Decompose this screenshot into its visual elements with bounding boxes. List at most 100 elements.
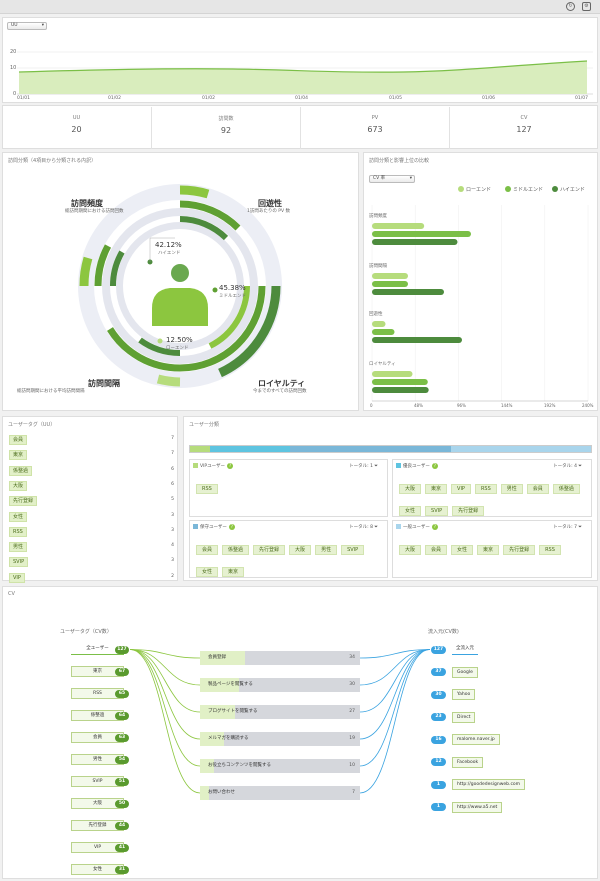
tag-label[interactable]: 東京 — [9, 450, 28, 461]
cv-tag-count: 54 — [115, 755, 129, 764]
tag-row[interactable]: SVIP 3 — [7, 556, 177, 568]
bar-0-0 — [372, 223, 425, 229]
tag-label[interactable]: SVIP — [9, 557, 29, 568]
segment-tag-chip[interactable]: 先行登録 — [253, 545, 286, 555]
cv-source-item[interactable]: malome.naver.jp — [452, 734, 500, 745]
cv-goal-bar[interactable]: 製品ページを閲覧する 30 — [200, 678, 360, 692]
segment-tag-chip[interactable]: 会員 — [425, 545, 448, 555]
metric-selector[interactable]: UU ▾ — [7, 22, 47, 30]
filter-icon[interactable]: ⏷ — [578, 525, 582, 530]
segment-tag-chip[interactable]: 係整過 — [222, 545, 250, 555]
help-icon[interactable]: ? — [431, 524, 438, 530]
goal-label: お問い合わせ — [208, 790, 235, 795]
tag-row[interactable]: 先行登録 5 — [7, 495, 177, 507]
cv-goal-bar[interactable]: ブログサイトを閲覧する 27 — [200, 705, 360, 719]
tag-row[interactable]: 東京 7 — [7, 449, 177, 461]
filter-icon[interactable]: ⏷ — [374, 464, 378, 469]
cv-source-item[interactable]: http://www.a5.net — [452, 801, 503, 813]
tag-row[interactable]: 係整過 6 — [7, 465, 177, 477]
segment-tag-chip[interactable]: 会員 — [526, 484, 549, 494]
stat-value: 20 — [71, 125, 82, 134]
stat-cv: CV 127 — [449, 107, 598, 149]
tag-label[interactable]: VIP — [9, 572, 25, 583]
user-tags-panel: ユーザータグ（UU） 会員 7 東京 7 係整過 6 大阪 6 先行登録 5 女性 3 RSS 3 男性 4 S… — [2, 416, 178, 584]
tag-count: 6 — [171, 466, 174, 472]
cv-goal-bar[interactable]: お問い合わせ 7 — [200, 786, 360, 800]
segment-tag-chip[interactable]: 大阪 — [399, 484, 422, 494]
tag-label[interactable]: 男性 — [9, 542, 28, 553]
segment-tag-chip[interactable]: 先行登録 — [452, 506, 485, 516]
rate-selector[interactable]: CV 率 ▾ — [369, 175, 415, 183]
cv-tag-count: 44 — [115, 821, 129, 830]
y-tick: 0 — [13, 91, 17, 97]
tag-row[interactable]: 大阪 6 — [7, 480, 177, 492]
help-icon[interactable]: ? — [227, 463, 234, 469]
segment-tag-chip[interactable]: SVIP — [425, 506, 449, 516]
x-tick: 01/05 — [389, 96, 402, 101]
panel-title: ユーザー分類 — [189, 422, 219, 428]
cv-tag-item[interactable]: 全ユーザー — [71, 644, 124, 655]
segment-tag-chip[interactable]: 女性 — [451, 545, 474, 555]
tag-label[interactable]: 先行登録 — [9, 496, 38, 507]
segment-tag-chip[interactable]: 大阪 — [399, 545, 422, 555]
segment-color — [396, 524, 401, 529]
segment-tag-chip[interactable]: SVIP — [341, 545, 365, 555]
filter-icon[interactable]: ⏷ — [374, 525, 378, 530]
segment-total: トータル: 1 ⏷ — [349, 463, 378, 469]
tag-label[interactable]: 大阪 — [9, 480, 28, 491]
ratio-good — [210, 446, 291, 452]
segment-tag-chip[interactable]: 東京 — [222, 567, 245, 577]
cv-goal-bar[interactable]: お役立ちコンテンツを閲覧する 10 — [200, 759, 360, 773]
cv-source-item[interactable]: 全流入元 — [452, 644, 478, 655]
left-title: ユーザータグ（CV数） — [60, 629, 112, 635]
tag-label[interactable]: 女性 — [9, 511, 28, 522]
settings-icon[interactable]: ⚙ — [582, 2, 591, 11]
cv-source-item[interactable]: Direct — [452, 711, 476, 723]
segment-tag-chip[interactable]: RSS — [196, 484, 218, 494]
segment-tag-chip[interactable]: RSS — [474, 484, 497, 494]
cv-source-item[interactable]: http://goodedesignweb.com — [452, 779, 526, 790]
segment-tag-chip[interactable]: 先行登録 — [503, 545, 536, 555]
filter-icon[interactable]: ⏷ — [578, 464, 582, 469]
cv-goal-bar[interactable]: メルマガを購読する 19 — [200, 732, 360, 746]
segment-tag-chip[interactable]: 係整過 — [552, 484, 580, 494]
x-tick: 01/06 — [482, 96, 495, 101]
tag-label[interactable]: 係整過 — [9, 465, 33, 476]
segment-tag-chip[interactable]: 女性 — [399, 506, 422, 516]
tag-label[interactable]: RSS — [9, 526, 27, 537]
cv-source-count: 30 — [431, 690, 446, 699]
tag-label[interactable]: 会員 — [9, 435, 28, 445]
label-rec-sub: 1訪問あたりの PV 数 — [247, 209, 291, 214]
high-pct: 42.12% — [155, 241, 182, 249]
goal-fill — [200, 759, 214, 773]
segment-tag-chip[interactable]: 男性 — [315, 545, 338, 555]
cv-source-item[interactable]: Yahoo — [452, 689, 476, 700]
segment-tag-chip[interactable]: 女性 — [196, 567, 219, 577]
segment-tag-chip[interactable]: 東京 — [477, 545, 500, 555]
segment-tag-chip[interactable]: VIP — [451, 484, 471, 494]
tag-row[interactable]: 男性 4 — [7, 541, 177, 553]
segment-tag-chip[interactable]: RSS — [539, 545, 561, 555]
segment-tag-chip[interactable]: 会員 — [196, 545, 219, 555]
legend-dot — [505, 186, 511, 192]
panel-title: 訪問分類（4項目から分類される内訳） — [8, 158, 97, 164]
refresh-icon[interactable]: ↻ — [566, 2, 575, 11]
cv-source-item[interactable]: Google — [452, 666, 478, 678]
cv-source-item[interactable]: Facebook — [452, 756, 484, 768]
flow-line-left — [129, 649, 201, 794]
segment-tag-chip[interactable]: 大阪 — [289, 545, 312, 555]
help-icon[interactable]: ? — [431, 463, 438, 469]
bar-2-2 — [372, 337, 462, 343]
segment-tag-chip[interactable]: 東京 — [425, 484, 448, 494]
segment-tag-chip[interactable]: 男性 — [500, 484, 523, 494]
cv-source-count: 1 — [431, 803, 446, 811]
tag-row[interactable]: VIP 2 — [7, 572, 177, 584]
tag-row[interactable]: RSS 3 — [7, 526, 177, 538]
tag-row[interactable]: 女性 3 — [7, 511, 177, 523]
flow-line-left — [129, 649, 201, 767]
tag-row[interactable]: 会員 7 — [7, 434, 177, 446]
help-icon[interactable]: ? — [228, 524, 235, 530]
goal-label: ブログサイトを閲覧する — [208, 709, 258, 714]
cv-tag-count: 63 — [115, 733, 129, 742]
cv-goal-bar[interactable]: 会員登録 34 — [200, 651, 360, 665]
